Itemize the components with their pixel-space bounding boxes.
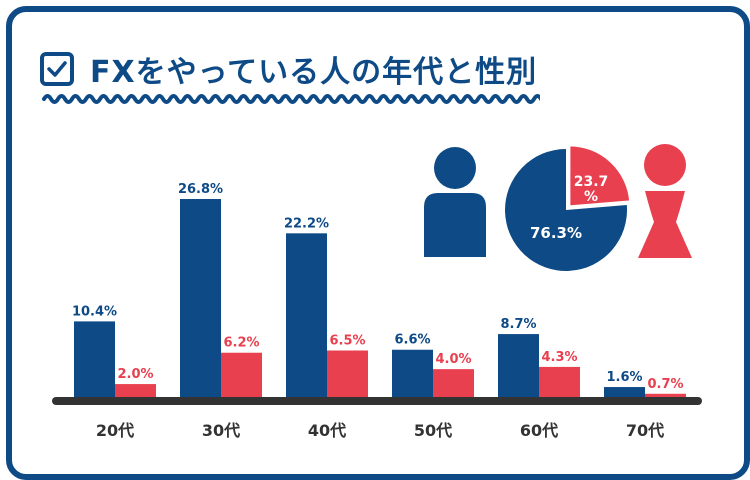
bar-female-3 bbox=[433, 369, 474, 399]
bar-female-2 bbox=[327, 350, 368, 399]
bar-female-1 bbox=[221, 352, 262, 399]
data-label-male-0: 10.4% bbox=[72, 304, 117, 319]
x-tick-label-4: 60代 bbox=[520, 421, 558, 440]
bar-male-5 bbox=[604, 387, 645, 399]
x-tick-label-0: 20代 bbox=[96, 421, 134, 440]
data-label-female-3: 4.0% bbox=[435, 352, 471, 367]
data-label-male-4: 8.7% bbox=[500, 317, 536, 332]
data-label-female-2: 6.5% bbox=[329, 333, 365, 348]
bar-male-2 bbox=[286, 233, 327, 399]
data-label-male-3: 6.6% bbox=[394, 333, 430, 348]
bar-chart: 10.4% 2.0% 20代 26.8% 6.2% 30代 22.2% 6.5% 40代 6.6%… bbox=[52, 182, 702, 440]
bar-male-3 bbox=[392, 349, 433, 399]
data-label-female-5: 0.7% bbox=[647, 377, 683, 392]
data-label-female-4: 4.3% bbox=[541, 350, 577, 365]
data-label-male-5: 1.6% bbox=[606, 370, 642, 385]
data-label-female-0: 2.0% bbox=[117, 367, 153, 382]
bar-female-0 bbox=[115, 384, 156, 399]
pie-label-female-unit: % bbox=[584, 189, 598, 205]
x-tick-label-2: 40代 bbox=[308, 421, 346, 440]
data-label-female-1: 6.2% bbox=[223, 336, 259, 351]
x-tick-label-3: 50代 bbox=[414, 421, 452, 440]
x-tick-label-1: 30代 bbox=[202, 421, 240, 440]
checkbox-icon bbox=[40, 52, 74, 86]
pie-label-female-value: 23.7 bbox=[574, 174, 609, 190]
bar-female-5 bbox=[645, 393, 686, 399]
bar-female-4 bbox=[539, 366, 580, 399]
data-label-male-1: 26.8% bbox=[178, 182, 223, 197]
page-title: FXをやっている人の年代と性別 bbox=[90, 55, 538, 90]
title-row: FXをやっている人の年代と性別 bbox=[40, 48, 537, 90]
pie-chart: 76.3% 23.7% bbox=[505, 144, 632, 271]
pie-slice-male bbox=[505, 149, 627, 271]
wave-underline bbox=[42, 94, 540, 104]
pie-slice-female bbox=[568, 144, 632, 208]
bar-male-0 bbox=[74, 321, 115, 399]
bar-male-1 bbox=[180, 199, 221, 399]
gender-icons bbox=[424, 144, 692, 258]
female-person-icon bbox=[638, 144, 692, 258]
data-label-male-2: 22.2% bbox=[284, 216, 329, 231]
x-tick-label-5: 70代 bbox=[626, 421, 664, 440]
bar-male-4 bbox=[498, 334, 539, 399]
pie-label-male: 76.3% bbox=[530, 224, 582, 242]
male-person-icon bbox=[424, 147, 486, 257]
